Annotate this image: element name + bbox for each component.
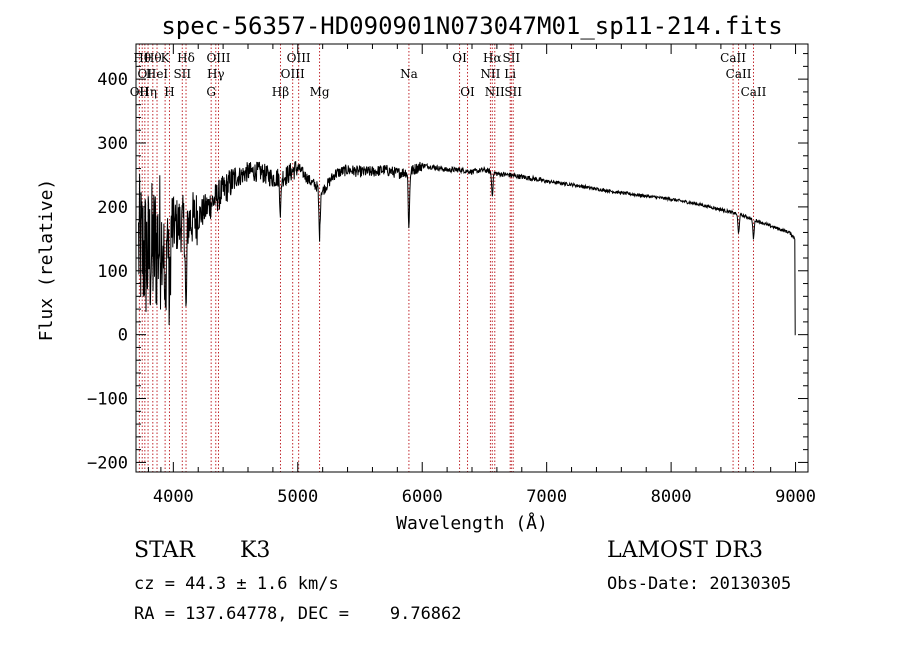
x-axis-label: Wavelength (Å)	[396, 512, 548, 534]
x-tick-label-4: 8000	[651, 487, 692, 507]
line-marker-label-17: Na	[400, 67, 418, 81]
y-tick-label-3: 100	[97, 262, 128, 282]
line-marker-label-11: Hγ	[207, 67, 225, 81]
line-marker-label-7: H	[164, 85, 174, 99]
y-tick-label-2: 0	[118, 326, 128, 346]
x-axis-ticks: 4000 5000 6000 7000 8000 9000	[147, 44, 816, 507]
line-marker-label-21: Hα	[483, 51, 502, 65]
x-tick-label-1: 5000	[277, 487, 318, 507]
line-marker-label-12: OIII	[206, 51, 230, 65]
line-marker-label-6: K	[161, 51, 171, 65]
line-marker-labels: OIIHθOIHηHθHeIKHSIIHδGHγOIIIHβOIIIOIIIMg…	[130, 51, 767, 99]
line-marker-label-3: Hη	[139, 85, 157, 99]
line-marker-label-13: Hβ	[272, 85, 289, 99]
line-markers	[138, 44, 754, 472]
y-tick-label-0: −200	[87, 453, 128, 473]
line-marker-label-8: SII	[173, 67, 191, 81]
line-marker-label-27: CaII	[726, 67, 752, 81]
chart-title: spec-56357-HD090901N073047M01_sp11-214.f…	[161, 12, 782, 40]
x-tick-label-3: 7000	[526, 487, 567, 507]
line-marker-label-10: G	[206, 85, 216, 99]
object-class: STAR	[134, 538, 195, 563]
line-marker-label-16: Mg	[310, 85, 330, 99]
line-marker-label-26: CaII	[720, 51, 746, 65]
x-tick-label-5: 9000	[775, 487, 816, 507]
line-marker-label-5: HeI	[146, 67, 169, 81]
line-marker-label-22: NII	[485, 85, 505, 99]
line-marker-label-23: Li	[504, 67, 516, 81]
x-tick-label-2: 6000	[402, 487, 443, 507]
y-axis-label: Flux (relative)	[36, 179, 57, 342]
survey-label: LAMOST DR3	[607, 538, 763, 563]
line-marker-label-19: OI	[460, 85, 475, 99]
y-tick-label-5: 300	[97, 134, 128, 154]
obs-date: Obs-Date: 20130305	[607, 574, 792, 594]
object-subclass: K3	[240, 538, 271, 563]
line-marker-label-15: OIII	[287, 51, 311, 65]
coordinates-text: RA = 137.64778, DEC = 9.76862	[134, 604, 462, 624]
spectrum-line	[138, 161, 796, 336]
line-marker-label-2: OI	[138, 67, 153, 81]
redshift-text: cz = 44.3 ± 1.6 km/s	[134, 574, 339, 594]
line-marker-label-1: Hθ	[133, 51, 151, 65]
plot-frame	[135, 43, 809, 473]
line-marker-label-14: OIII	[281, 67, 305, 81]
y-axis-ticks: −200 −100 0 100 200 300 400	[87, 53, 808, 473]
line-marker-label-28: CaII	[741, 85, 767, 99]
x-tick-label-0: 4000	[153, 487, 194, 507]
y-tick-label-1: −100	[87, 390, 128, 410]
y-tick-label-4: 200	[97, 198, 128, 218]
y-tick-label-6: 400	[97, 70, 128, 90]
line-marker-label-9: Hδ	[177, 51, 195, 65]
line-marker-label-4: Hθ	[144, 51, 162, 65]
line-marker-label-20: NII	[480, 67, 500, 81]
line-marker-label-18: OI	[452, 51, 467, 65]
line-marker-label-24: SII	[502, 51, 520, 65]
spectrum-chart: spec-56357-HD090901N073047M01_sp11-214.f…	[36, 12, 816, 534]
line-marker-label-25: SII	[504, 85, 522, 99]
